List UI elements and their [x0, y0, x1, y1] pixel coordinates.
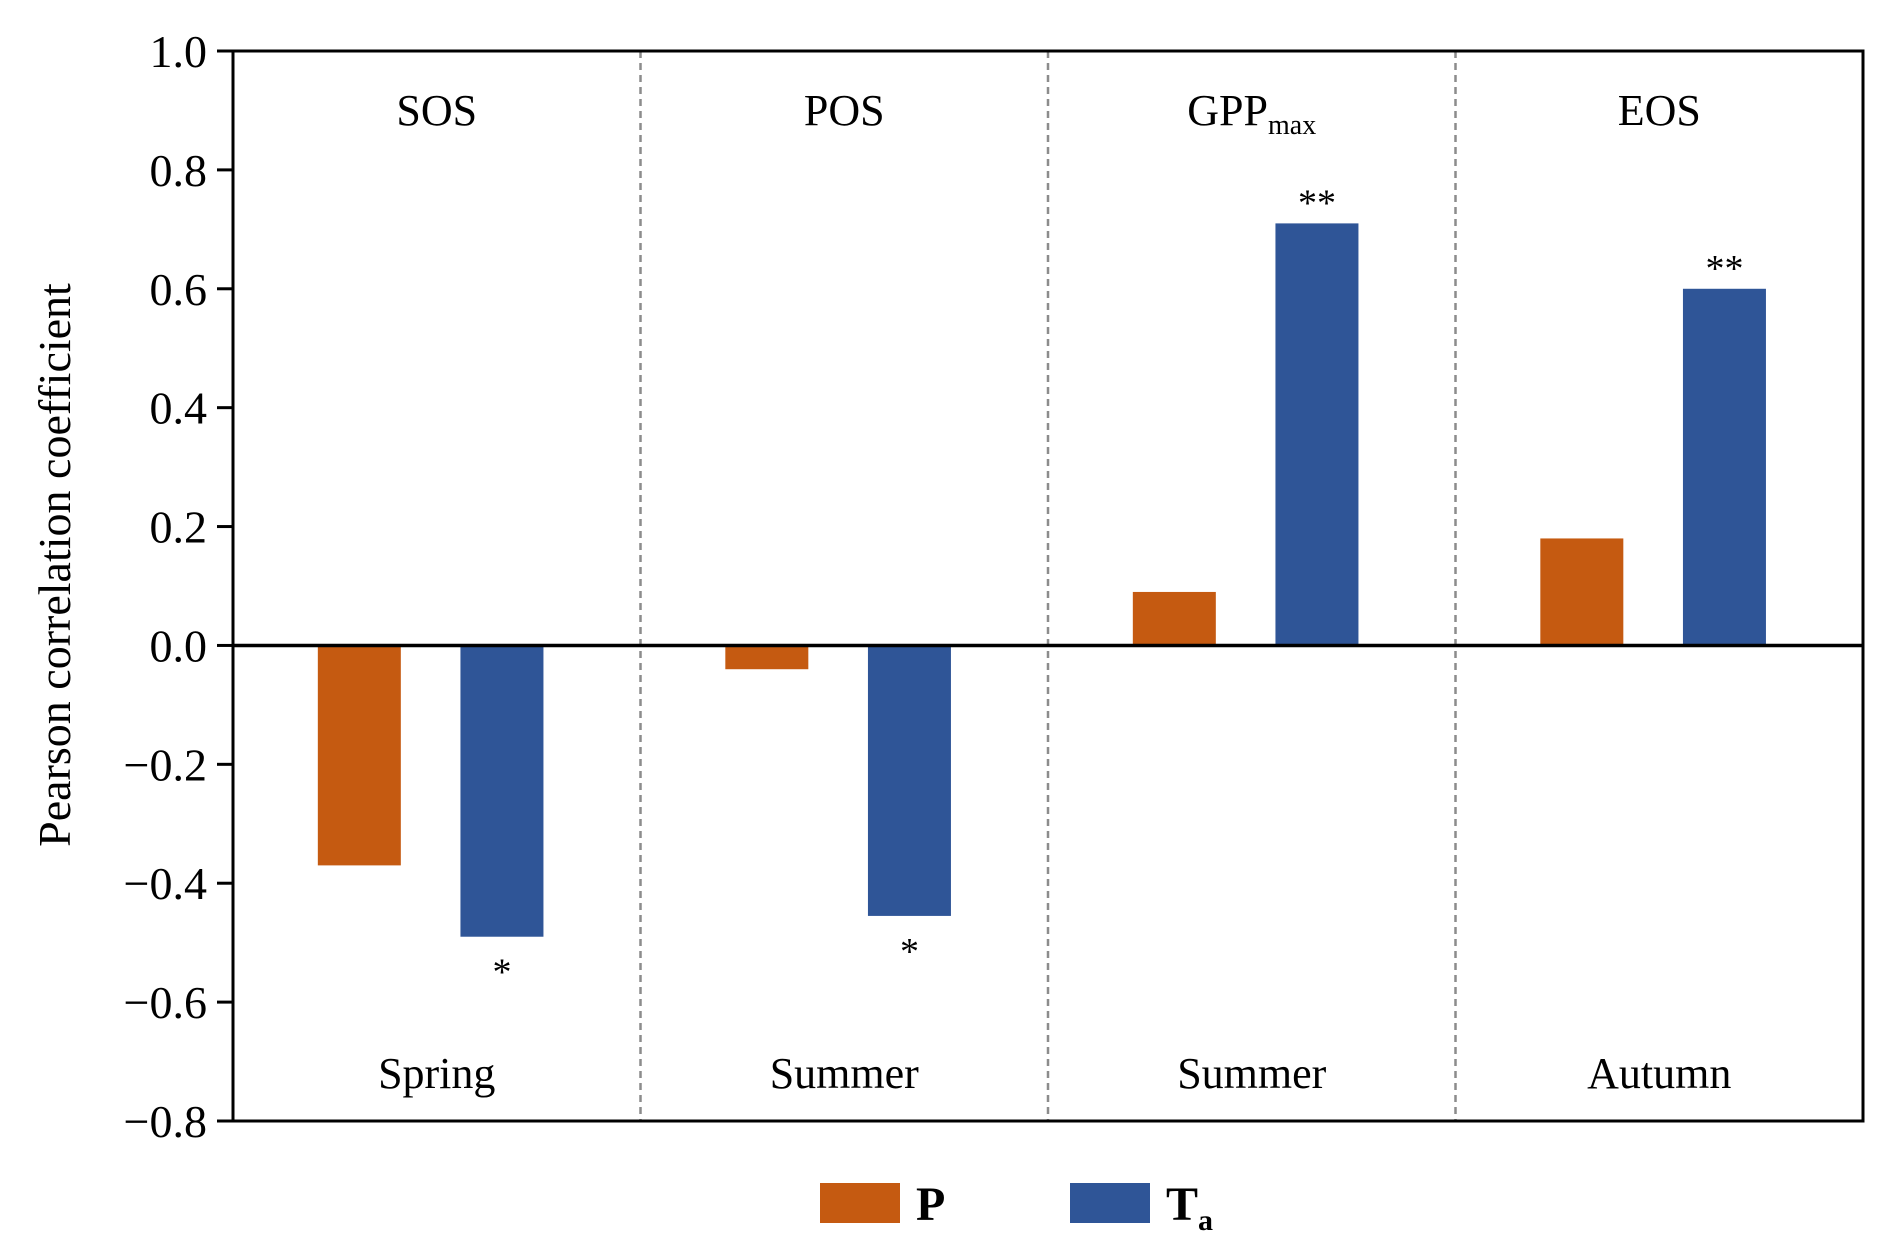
panel-title: GPPmax — [1187, 86, 1316, 141]
bar-p — [1132, 591, 1216, 646]
significance-marker: * — [492, 952, 511, 994]
y-axis-label: Pearson correlation coefficient — [29, 283, 80, 847]
y-tick-label: 1.0 — [150, 26, 208, 77]
significance-marker: ** — [1705, 248, 1743, 290]
y-tick-label: 0.8 — [150, 145, 208, 196]
labels: * SOS Spring * POS Summer ** GPPmax Summer ** EOS A… — [378, 86, 1743, 1098]
legend-swatch-p — [820, 1183, 900, 1223]
plot-frame — [231, 49, 1865, 1123]
y-tick-label: −0.8 — [124, 1096, 207, 1147]
y-tick-label: 0.4 — [150, 383, 208, 434]
bar-ta — [1275, 223, 1359, 646]
y-tick-label: 0.0 — [150, 620, 208, 671]
legend-swatch-ta — [1070, 1183, 1150, 1223]
legend-label-ta: Ta — [1166, 1178, 1213, 1237]
panel-title: EOS — [1618, 86, 1701, 135]
bar-p — [725, 645, 809, 670]
legend: P Ta — [820, 1178, 1213, 1237]
bar-ta — [460, 645, 544, 937]
bar-p — [1540, 538, 1624, 646]
significance-marker: ** — [1298, 182, 1336, 224]
panel-dividers — [639, 51, 1457, 1121]
y-tick-label: −0.6 — [124, 977, 207, 1028]
significance-marker: * — [900, 931, 919, 973]
panel-season-label: Spring — [378, 1049, 495, 1098]
legend-label-p: P — [916, 1178, 945, 1231]
y-tick-label: 0.6 — [150, 264, 208, 315]
y-tick-label: −0.2 — [124, 739, 207, 790]
axes: −0.8 −0.6 −0.4 −0.2 0.0 0.2 0.4 0.6 0.8 1.0 — [124, 26, 1865, 1147]
bar-ta — [867, 645, 951, 916]
panel-season-label: Autumn — [1587, 1049, 1731, 1098]
y-tick-label: 0.2 — [150, 502, 208, 553]
bar-p — [317, 645, 401, 866]
panel-season-label: Summer — [770, 1049, 919, 1098]
panel-title: SOS — [396, 86, 477, 135]
panel-title: POS — [804, 86, 885, 135]
bars — [317, 223, 1766, 937]
panel-season-label: Summer — [1177, 1049, 1326, 1098]
bar-ta — [1682, 288, 1766, 646]
y-tick-label: −0.4 — [124, 858, 207, 909]
